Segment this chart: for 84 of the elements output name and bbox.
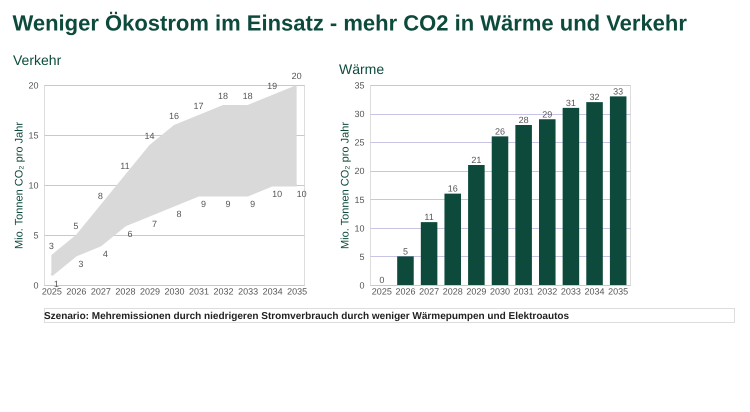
data-label: 21 — [471, 155, 482, 165]
data-label: 18 — [218, 91, 228, 101]
data-label: 10 — [296, 189, 307, 199]
x-tick-label: 2031 — [514, 286, 534, 296]
x-tick-label: 2033 — [560, 286, 581, 296]
data-label: 7 — [152, 219, 157, 229]
x-tick-label: 2027 — [90, 286, 111, 296]
data-label: 5 — [402, 246, 408, 256]
bar — [610, 96, 626, 285]
y-axis-title: Mio. Tonnen CO₂ pro Jahr — [339, 122, 352, 249]
data-label: 28 — [518, 115, 529, 125]
y-tick-label: 20 — [354, 166, 364, 176]
x-tick-label: 2027 — [419, 286, 440, 296]
x-tick-label: 2025 — [372, 286, 392, 296]
x-tick-label: 2034 — [584, 286, 605, 296]
bar — [515, 125, 532, 285]
x-tick-label: 2028 — [115, 286, 136, 296]
data-label: 26 — [494, 126, 506, 136]
y-tick-label: 35 — [354, 80, 364, 90]
bar — [492, 136, 508, 285]
text: Szenario: Mehremissionen durch niedrigeren Stromverbrauch durch weniger Wärmepumpen und Elektroautos — [44, 311, 570, 322]
bar — [397, 256, 414, 285]
y-tick-label: 20 — [28, 80, 38, 90]
data-label: 0 — [379, 275, 384, 285]
x-tick-label: 2030 — [164, 286, 185, 296]
data-label: 19 — [267, 81, 278, 91]
y-tick-label: 0 — [33, 280, 38, 290]
data-label: 6 — [127, 229, 132, 239]
data-label: 9 — [226, 199, 231, 209]
data-label: 5 — [73, 221, 78, 231]
x-tick-label: 2035 — [608, 286, 628, 296]
x-tick-label: 2033 — [238, 286, 258, 296]
data-label: 3 — [78, 259, 84, 269]
y-tick-label: 10 — [354, 223, 364, 234]
y-axis-title: Mio. Tonnen CO₂ pro Jahr — [13, 122, 26, 249]
y-tick-label: 5 — [33, 230, 38, 240]
data-label: 16 — [168, 111, 180, 121]
data-label: 3 — [48, 241, 54, 251]
y-tick-label: 15 — [28, 130, 38, 140]
data-label: 8 — [98, 191, 103, 201]
bar — [444, 194, 461, 285]
x-tick-label: 2035 — [287, 286, 308, 296]
x-tick-label: 2034 — [262, 286, 283, 296]
data-label: 4 — [102, 249, 108, 259]
data-label: 8 — [176, 209, 182, 219]
data-label: 18 — [242, 91, 253, 101]
data-label: 32 — [590, 92, 600, 102]
chart-subtitle: Verkehr — [12, 52, 62, 68]
x-tick-label: 2032 — [537, 286, 558, 296]
data-label: 17 — [194, 101, 204, 111]
data-label: 29 — [542, 109, 552, 120]
data-label: 31 — [566, 98, 576, 108]
x-tick-label: 2026 — [395, 286, 416, 296]
data-label: 9 — [201, 199, 206, 209]
x-tick-label: 2030 — [490, 286, 510, 296]
data-label: 11 — [120, 161, 130, 171]
bar — [539, 119, 556, 285]
text: Weniger Ökostrom im Einsatz - mehr CO2 in Wärme und Verkehr — [12, 10, 688, 36]
x-tick-label: 2029 — [140, 286, 160, 296]
x-tick-label: 2028 — [442, 286, 463, 296]
bar — [420, 222, 438, 285]
data-label: 20 — [292, 71, 302, 81]
x-tick-label: 2031 — [189, 286, 210, 296]
x-tick-label: 2026 — [66, 286, 86, 296]
data-label: 9 — [250, 199, 256, 209]
y-tick-label: 5 — [359, 252, 364, 262]
data-label: 10 — [272, 189, 282, 199]
x-tick-label: 2032 — [214, 286, 234, 296]
data-label: 16 — [448, 184, 458, 194]
y-tick-label: 10 — [28, 180, 38, 190]
y-tick-label: 25 — [354, 138, 364, 148]
x-tick-label: 2025 — [42, 286, 62, 296]
bar — [586, 102, 603, 285]
y-tick-label: 0 — [359, 280, 364, 290]
data-label: 11 — [424, 212, 434, 222]
chart-subtitle: Wärme — [338, 61, 384, 77]
y-tick-label: 15 — [354, 194, 364, 205]
bar — [468, 165, 485, 285]
y-tick-label: 30 — [354, 109, 364, 120]
x-tick-label: 2029 — [466, 286, 486, 296]
bar — [562, 108, 580, 285]
data-label: 33 — [613, 86, 624, 96]
data-label: 14 — [144, 131, 154, 141]
data-label: 1 — [54, 279, 59, 289]
